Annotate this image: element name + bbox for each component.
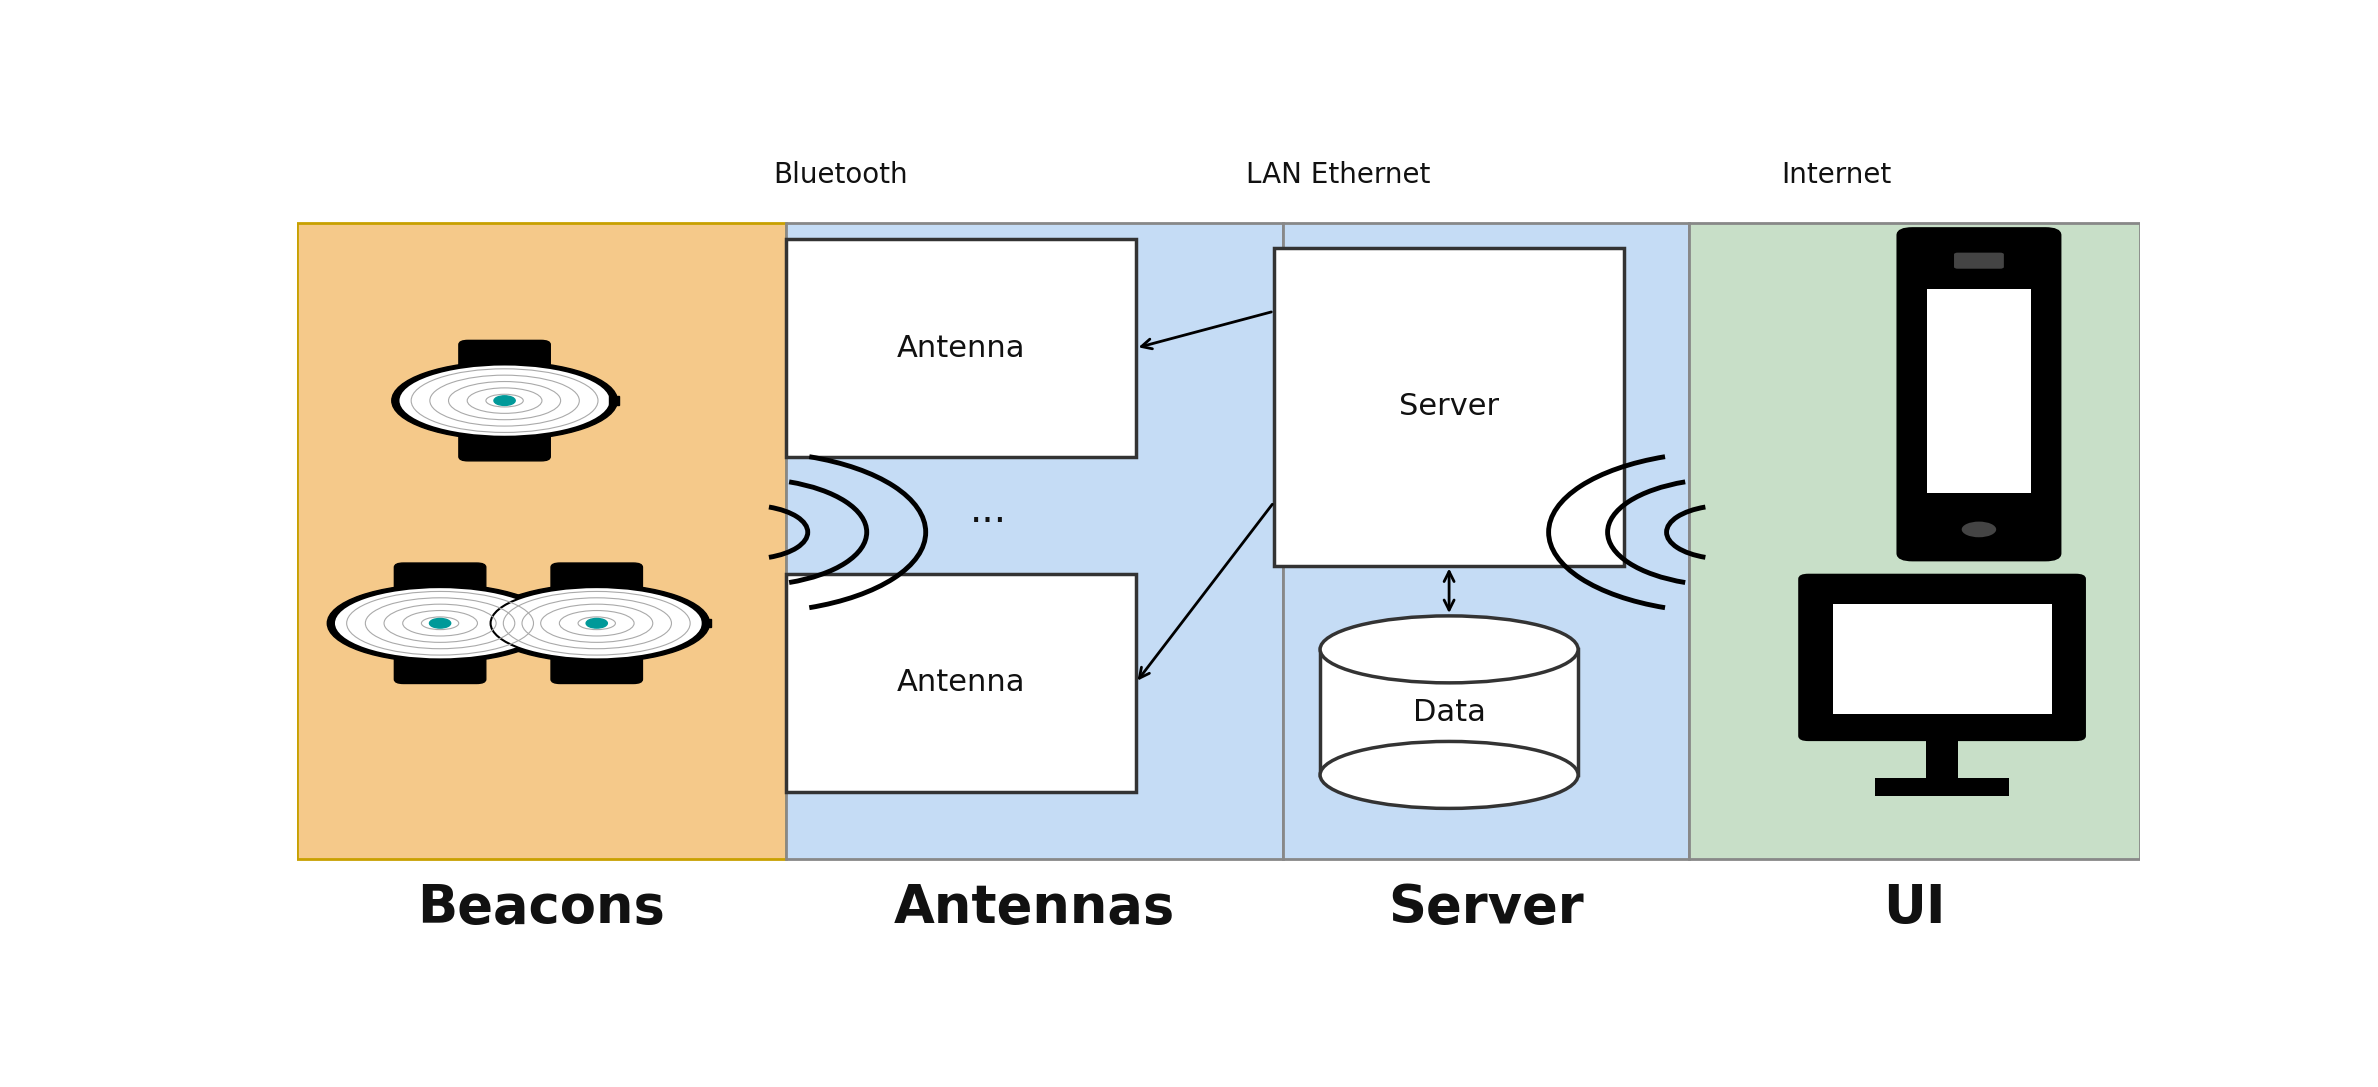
FancyBboxPatch shape <box>552 654 642 684</box>
FancyBboxPatch shape <box>459 432 549 461</box>
Circle shape <box>495 396 516 405</box>
Text: ...: ... <box>970 492 1006 530</box>
Ellipse shape <box>1320 741 1579 809</box>
Bar <box>1926 736 1957 777</box>
Bar <box>1688 223 2140 859</box>
Ellipse shape <box>333 587 547 660</box>
Ellipse shape <box>328 584 552 662</box>
Text: Bluetooth: Bluetooth <box>773 161 908 189</box>
Text: Beacons: Beacons <box>419 882 666 934</box>
Bar <box>785 574 1137 791</box>
Circle shape <box>1962 522 1995 537</box>
Bar <box>1833 604 2052 714</box>
Circle shape <box>585 619 606 628</box>
Bar <box>1275 248 1624 565</box>
Text: Server: Server <box>1389 882 1584 934</box>
Bar <box>785 239 1137 457</box>
Text: Data: Data <box>1413 698 1486 726</box>
FancyBboxPatch shape <box>395 563 485 592</box>
Bar <box>1284 223 1688 859</box>
FancyBboxPatch shape <box>395 654 485 684</box>
FancyBboxPatch shape <box>1955 252 2005 268</box>
Text: UI: UI <box>1883 882 1945 934</box>
Bar <box>609 397 618 404</box>
Bar <box>1926 289 2031 492</box>
Text: LAN Ethernet: LAN Ethernet <box>1246 161 1432 189</box>
Bar <box>1320 649 1579 775</box>
FancyBboxPatch shape <box>1898 228 2059 560</box>
Text: Antennas: Antennas <box>894 882 1175 934</box>
FancyBboxPatch shape <box>552 563 642 592</box>
FancyBboxPatch shape <box>1800 575 2086 740</box>
Ellipse shape <box>1320 616 1579 683</box>
Text: Internet: Internet <box>1781 161 1891 189</box>
Ellipse shape <box>392 362 618 440</box>
Text: Antenna: Antenna <box>897 334 1025 363</box>
Ellipse shape <box>400 364 611 437</box>
Text: Antenna: Antenna <box>897 669 1025 698</box>
FancyBboxPatch shape <box>459 340 549 370</box>
Bar <box>1876 777 2009 796</box>
Text: Server: Server <box>1398 392 1498 421</box>
Bar <box>297 223 785 859</box>
Ellipse shape <box>485 584 709 662</box>
Circle shape <box>430 619 452 628</box>
Ellipse shape <box>490 587 704 660</box>
Bar <box>545 619 554 627</box>
Bar <box>785 223 1284 859</box>
Bar <box>702 619 711 627</box>
